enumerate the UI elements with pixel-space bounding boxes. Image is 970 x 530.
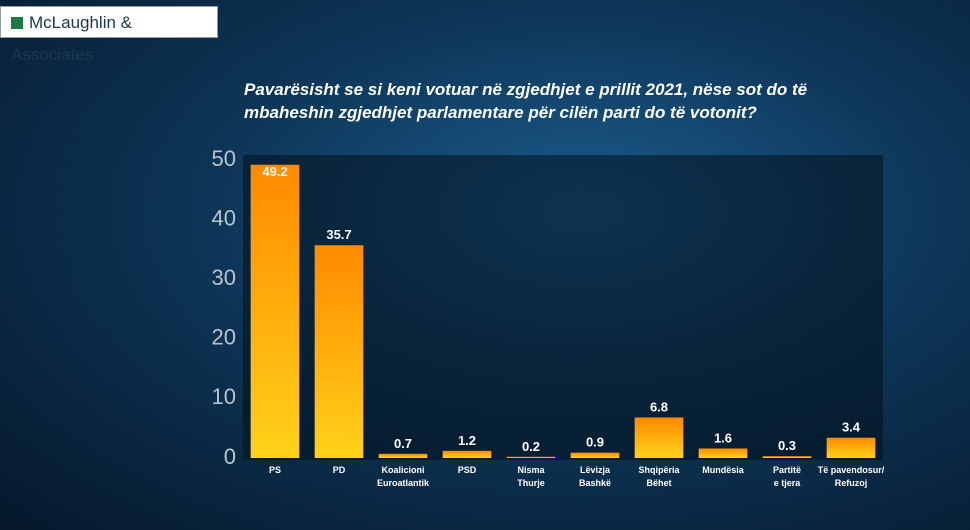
bar (570, 452, 620, 458)
bar (826, 437, 876, 458)
bar (762, 456, 812, 458)
bar (250, 164, 300, 458)
y-tick-label: 50 (212, 146, 236, 171)
x-tick-label: Nisma Thurje (517, 465, 545, 488)
x-tick-label: Të pavendosur/ Refuzoj (817, 465, 885, 488)
y-tick-label: 40 (212, 205, 236, 230)
chart-title: Pavarësisht se si keni votuar në zgjedhj… (244, 80, 808, 122)
y-tick-label: 10 (212, 384, 236, 409)
bar (442, 450, 492, 458)
bar (506, 456, 556, 458)
x-tick-label: PSD (457, 465, 477, 475)
value-label: 49.2 (262, 164, 287, 179)
y-tick-label: 0 (224, 444, 236, 469)
x-tick-label: Mundësia (702, 465, 744, 475)
value-label: 0.7 (394, 436, 412, 451)
bar (634, 417, 684, 458)
y-tick-label: 30 (212, 265, 236, 290)
x-tick-label: Koalicioni Euroatlantik (376, 465, 429, 488)
x-tick-label: PS (268, 465, 281, 475)
y-tick-label: 20 (212, 325, 236, 350)
bar (698, 448, 748, 458)
value-label: 1.6 (714, 430, 732, 445)
value-label: 6.8 (650, 399, 668, 414)
value-label: 0.2 (522, 439, 540, 454)
value-label: 0.9 (586, 435, 604, 450)
value-label: 1.2 (458, 433, 476, 448)
x-tick-label: Shqipëria Bëhet (638, 465, 680, 488)
x-tick-label: PD (332, 465, 346, 475)
bar (378, 453, 428, 458)
value-label: 0.3 (778, 438, 796, 453)
x-tick-label: Partitë e tjera (772, 465, 801, 488)
bar (314, 245, 364, 458)
value-label: 35.7 (326, 227, 351, 242)
x-tick-label: Lëvizja Bashkë (578, 465, 612, 488)
brand-logo: McLaughlin & Associates (0, 6, 218, 64)
value-label: 3.4 (842, 420, 861, 435)
